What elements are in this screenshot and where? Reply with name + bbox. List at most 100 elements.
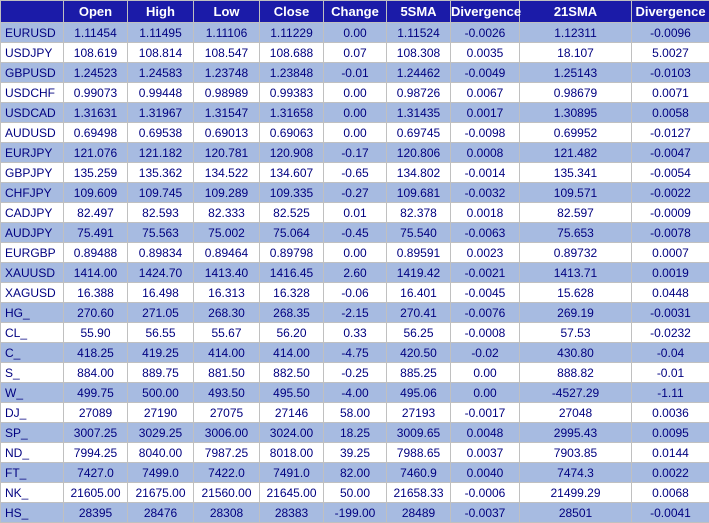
cell-open: 28395 xyxy=(64,503,128,523)
cell-divergence-21sma: -0.0041 xyxy=(632,503,709,523)
cell-open: 121.076 xyxy=(64,143,128,163)
cell-sma21: 888.82 xyxy=(520,363,632,383)
cell-sma5: 28489 xyxy=(387,503,451,523)
cell-divergence-21sma: 0.0058 xyxy=(632,103,709,123)
cell-close: 75.064 xyxy=(260,223,324,243)
column-header-change: Change xyxy=(324,1,387,23)
column-header-divergence-5sma: Divergence xyxy=(451,1,520,23)
cell-symbol: ND_ xyxy=(1,443,64,463)
cell-high: 27190 xyxy=(128,403,194,423)
cell-divergence-21sma: -0.0127 xyxy=(632,123,709,143)
cell-change: 0.00 xyxy=(324,243,387,263)
cell-high: 109.745 xyxy=(128,183,194,203)
cell-low: 493.50 xyxy=(194,383,260,403)
column-header-open: Open xyxy=(64,1,128,23)
column-header-21sma: 21SMA xyxy=(520,1,632,23)
cell-divergence-21sma: -0.0047 xyxy=(632,143,709,163)
cell-sma5: 0.98726 xyxy=(387,83,451,103)
cell-sma5: 1419.42 xyxy=(387,263,451,283)
cell-divergence-21sma: 0.0095 xyxy=(632,423,709,443)
cell-sma5: 21658.33 xyxy=(387,483,451,503)
cell-change: -2.15 xyxy=(324,303,387,323)
cell-open: 1.31631 xyxy=(64,103,128,123)
cell-symbol: XAGUSD xyxy=(1,283,64,303)
cell-sma5: 3009.65 xyxy=(387,423,451,443)
cell-low: 0.98989 xyxy=(194,83,260,103)
cell-high: 271.05 xyxy=(128,303,194,323)
cell-sma21: 0.98679 xyxy=(520,83,632,103)
cell-change: -0.06 xyxy=(324,283,387,303)
cell-low: 55.67 xyxy=(194,323,260,343)
cell-close: 495.50 xyxy=(260,383,324,403)
cell-high: 108.814 xyxy=(128,43,194,63)
cell-divergence-5sma: 0.00 xyxy=(451,363,520,383)
cell-low: 0.69013 xyxy=(194,123,260,143)
cell-divergence-5sma: -0.0021 xyxy=(451,263,520,283)
cell-sma21: 82.597 xyxy=(520,203,632,223)
cell-symbol: USDJPY xyxy=(1,43,64,63)
cell-sma21: 1.12311 xyxy=(520,23,632,43)
cell-close: 0.89798 xyxy=(260,243,324,263)
cell-change: -0.25 xyxy=(324,363,387,383)
cell-change: -0.01 xyxy=(324,63,387,83)
cell-change: 0.00 xyxy=(324,103,387,123)
cell-divergence-21sma: -0.0009 xyxy=(632,203,709,223)
cell-high: 28476 xyxy=(128,503,194,523)
cell-divergence-21sma: 0.0019 xyxy=(632,263,709,283)
cell-divergence-5sma: -0.0037 xyxy=(451,503,520,523)
cell-divergence-5sma: 0.0008 xyxy=(451,143,520,163)
cell-open: 21605.00 xyxy=(64,483,128,503)
cell-low: 108.547 xyxy=(194,43,260,63)
cell-close: 16.328 xyxy=(260,283,324,303)
cell-open: 418.25 xyxy=(64,343,128,363)
cell-divergence-21sma: -0.0031 xyxy=(632,303,709,323)
cell-sma5: 16.401 xyxy=(387,283,451,303)
cell-close: 1416.45 xyxy=(260,263,324,283)
cell-change: 0.33 xyxy=(324,323,387,343)
cell-sma5: 27193 xyxy=(387,403,451,423)
cell-divergence-5sma: -0.0026 xyxy=(451,23,520,43)
cell-high: 1.31967 xyxy=(128,103,194,123)
cell-sma21: 0.89732 xyxy=(520,243,632,263)
cell-symbol: W_ xyxy=(1,383,64,403)
cell-sma5: 885.25 xyxy=(387,363,451,383)
cell-high: 121.182 xyxy=(128,143,194,163)
cell-sma21: 1.25143 xyxy=(520,63,632,83)
cell-symbol: HS_ xyxy=(1,503,64,523)
cell-divergence-5sma: -0.0045 xyxy=(451,283,520,303)
cell-close: 120.908 xyxy=(260,143,324,163)
cell-sma5: 108.308 xyxy=(387,43,451,63)
cell-high: 82.593 xyxy=(128,203,194,223)
cell-sma5: 120.806 xyxy=(387,143,451,163)
cell-symbol: CHFJPY xyxy=(1,183,64,203)
cell-high: 7499.0 xyxy=(128,463,194,483)
cell-high: 56.55 xyxy=(128,323,194,343)
cell-open: 75.491 xyxy=(64,223,128,243)
cell-divergence-21sma: -0.04 xyxy=(632,343,709,363)
cell-change: 50.00 xyxy=(324,483,387,503)
cell-symbol: EURGBP xyxy=(1,243,64,263)
cell-low: 268.30 xyxy=(194,303,260,323)
cell-divergence-21sma: -1.11 xyxy=(632,383,709,403)
cell-open: 27089 xyxy=(64,403,128,423)
cell-close: 1.31658 xyxy=(260,103,324,123)
cell-change: -0.17 xyxy=(324,143,387,163)
cell-high: 21675.00 xyxy=(128,483,194,503)
cell-symbol: C_ xyxy=(1,343,64,363)
cell-divergence-5sma: -0.0008 xyxy=(451,323,520,343)
cell-open: 7994.25 xyxy=(64,443,128,463)
cell-high: 500.00 xyxy=(128,383,194,403)
cell-divergence-21sma: 0.0007 xyxy=(632,243,709,263)
cell-open: 1.11454 xyxy=(64,23,128,43)
cell-divergence-21sma: -0.0054 xyxy=(632,163,709,183)
cell-symbol: GBPUSD xyxy=(1,63,64,83)
cell-divergence-21sma: -0.01 xyxy=(632,363,709,383)
